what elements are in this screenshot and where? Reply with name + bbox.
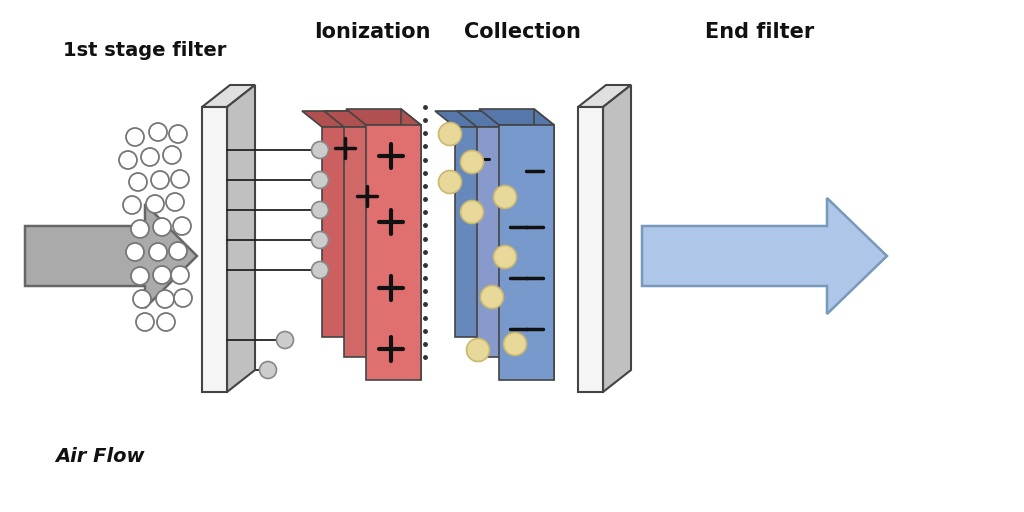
- Polygon shape: [346, 109, 421, 125]
- Circle shape: [133, 290, 151, 308]
- Text: Ionization: Ionization: [313, 22, 430, 42]
- Circle shape: [461, 201, 483, 224]
- Circle shape: [438, 170, 462, 194]
- Circle shape: [126, 128, 144, 146]
- Polygon shape: [578, 85, 631, 107]
- Circle shape: [157, 313, 175, 331]
- Bar: [366, 125, 421, 380]
- Bar: [344, 127, 396, 357]
- Circle shape: [166, 193, 184, 211]
- Circle shape: [150, 243, 167, 261]
- Circle shape: [461, 151, 483, 174]
- Polygon shape: [25, 204, 197, 308]
- Circle shape: [174, 289, 193, 307]
- Polygon shape: [435, 111, 507, 127]
- Circle shape: [126, 243, 144, 261]
- Circle shape: [504, 332, 526, 355]
- Circle shape: [153, 218, 171, 236]
- Circle shape: [467, 338, 489, 361]
- Bar: [477, 127, 529, 357]
- Polygon shape: [509, 111, 529, 357]
- Bar: [202, 107, 227, 392]
- Polygon shape: [202, 85, 255, 107]
- Circle shape: [173, 217, 191, 235]
- Polygon shape: [227, 85, 255, 392]
- Circle shape: [169, 242, 187, 260]
- Circle shape: [163, 146, 181, 164]
- Circle shape: [129, 173, 147, 191]
- Circle shape: [311, 202, 329, 219]
- Circle shape: [123, 196, 141, 214]
- Polygon shape: [603, 85, 631, 392]
- Circle shape: [141, 148, 159, 166]
- Circle shape: [151, 171, 169, 189]
- Circle shape: [494, 185, 516, 208]
- Circle shape: [171, 170, 189, 188]
- Bar: [322, 127, 374, 337]
- Polygon shape: [487, 111, 507, 337]
- Circle shape: [311, 231, 329, 248]
- Text: Collection: Collection: [464, 22, 581, 42]
- Circle shape: [276, 331, 294, 349]
- Circle shape: [480, 286, 504, 309]
- Circle shape: [311, 262, 329, 279]
- Circle shape: [169, 125, 187, 143]
- Polygon shape: [401, 109, 421, 380]
- Circle shape: [150, 123, 167, 141]
- Polygon shape: [302, 111, 374, 127]
- Polygon shape: [324, 111, 396, 127]
- Polygon shape: [534, 109, 554, 380]
- Polygon shape: [457, 111, 529, 127]
- Circle shape: [438, 122, 462, 145]
- Text: 1st stage filter: 1st stage filter: [63, 40, 226, 59]
- Circle shape: [171, 266, 189, 284]
- Circle shape: [494, 245, 516, 268]
- Circle shape: [131, 220, 150, 238]
- Bar: [499, 125, 554, 380]
- Polygon shape: [642, 198, 887, 314]
- Polygon shape: [354, 111, 374, 337]
- Text: Air Flow: Air Flow: [55, 447, 144, 466]
- Polygon shape: [479, 109, 554, 125]
- Circle shape: [119, 151, 137, 169]
- Bar: [578, 107, 603, 392]
- Polygon shape: [376, 111, 396, 357]
- Circle shape: [146, 195, 164, 213]
- Text: End filter: End filter: [706, 22, 815, 42]
- Circle shape: [153, 266, 171, 284]
- Circle shape: [156, 290, 174, 308]
- Circle shape: [311, 172, 329, 188]
- Circle shape: [259, 361, 276, 378]
- Circle shape: [311, 141, 329, 159]
- Bar: [455, 127, 507, 337]
- Circle shape: [131, 267, 150, 285]
- Circle shape: [136, 313, 154, 331]
